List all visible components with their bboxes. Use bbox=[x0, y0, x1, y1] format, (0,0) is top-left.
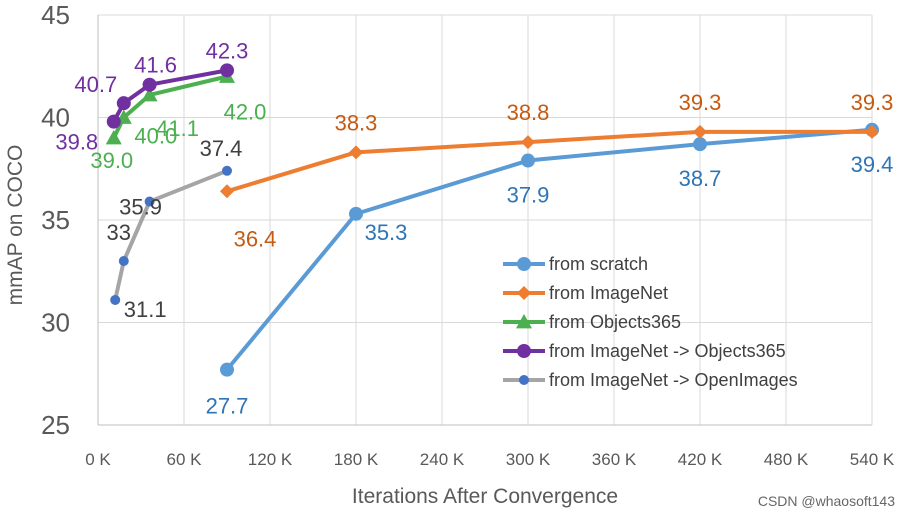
data-label: 39.8 bbox=[55, 130, 98, 155]
data-label: 38.8 bbox=[507, 100, 550, 125]
data-label: 40.7 bbox=[74, 72, 117, 97]
x-tick-label: 240 K bbox=[420, 450, 465, 469]
series-layer bbox=[105, 63, 879, 377]
data-point bbox=[349, 206, 363, 221]
watermark: CSDN @whaosoft143 bbox=[758, 493, 895, 509]
grid-layer bbox=[98, 14, 873, 426]
data-label: 42.0 bbox=[224, 100, 267, 125]
data-label: 35.9 bbox=[119, 195, 162, 220]
data-point bbox=[865, 124, 879, 139]
data-label: 36.4 bbox=[234, 226, 277, 251]
y-axis-title: mmAP on COCO bbox=[4, 145, 27, 306]
data-point bbox=[118, 256, 129, 266]
x-tick-label: 60 K bbox=[167, 450, 203, 469]
data-point bbox=[349, 145, 363, 160]
legend-marker bbox=[517, 257, 531, 271]
y-tick-label: 30 bbox=[41, 308, 70, 338]
legend-marker bbox=[519, 375, 529, 385]
series-line-0 bbox=[225, 127, 874, 372]
data-point bbox=[521, 153, 535, 168]
data-point bbox=[693, 124, 707, 139]
data-label: 37.4 bbox=[200, 136, 243, 161]
series-line-3 bbox=[111, 68, 229, 124]
x-tick-label: 120 K bbox=[248, 450, 293, 469]
data-label: 38.7 bbox=[679, 166, 722, 191]
legend-label: from scratch bbox=[549, 254, 648, 274]
data-label: 27.7 bbox=[206, 394, 249, 419]
legend-label: from Objects365 bbox=[549, 312, 681, 332]
data-point bbox=[220, 362, 234, 377]
y-tick-label: 45 bbox=[41, 0, 70, 30]
x-tick-label: 420 K bbox=[678, 450, 723, 469]
data-point bbox=[110, 294, 121, 305]
data-label: 37.9 bbox=[507, 183, 550, 208]
legend-label: from ImageNet bbox=[549, 283, 668, 303]
legend-marker bbox=[517, 286, 531, 300]
data-point bbox=[106, 114, 121, 129]
legend-marker bbox=[517, 344, 531, 358]
series-line-1 bbox=[225, 129, 874, 194]
x-axis-title: Iterations After Convergence bbox=[352, 485, 618, 508]
data-label: 39.3 bbox=[679, 90, 722, 115]
x-tick-label: 480 K bbox=[764, 450, 809, 469]
data-label: 38.3 bbox=[335, 110, 378, 135]
x-tick-label: 360 K bbox=[592, 450, 637, 469]
data-point bbox=[105, 130, 122, 145]
y-tick-label: 25 bbox=[41, 410, 70, 440]
y-tick-label: 40 bbox=[41, 103, 70, 133]
y-tick-label: 35 bbox=[41, 205, 70, 235]
x-tick-label: 540 K bbox=[850, 450, 895, 469]
data-point bbox=[222, 165, 232, 176]
series-line-4 bbox=[113, 168, 229, 302]
legend-label: from ImageNet -> OpenImages bbox=[549, 370, 798, 390]
legend: from scratch from ImageNet from Objects365… bbox=[503, 254, 798, 390]
legend-marker bbox=[516, 314, 532, 329]
x-tick-label: 180 K bbox=[334, 450, 379, 469]
data-label: 41.1 bbox=[156, 116, 199, 141]
data-label: 31.1 bbox=[124, 297, 167, 322]
data-label: 39.0 bbox=[90, 148, 133, 173]
axis-layer: 25 30 35 40 45 0 K 60 K 120 K 180 K 240 K 300 K 360… bbox=[41, 0, 895, 469]
data-point bbox=[116, 96, 131, 111]
series-line-2 bbox=[111, 74, 229, 140]
data-point bbox=[521, 135, 535, 150]
data-point bbox=[693, 137, 707, 152]
data-point bbox=[141, 86, 158, 102]
data-label: 39.4 bbox=[851, 152, 894, 177]
legend-label: from ImageNet -> Objects365 bbox=[549, 341, 786, 361]
x-tick-label: 300 K bbox=[506, 450, 551, 469]
data-label: 39.3 bbox=[851, 90, 894, 115]
x-tick-label: 0 K bbox=[85, 450, 111, 469]
data-point bbox=[220, 184, 234, 199]
data-label: 40.0 bbox=[134, 124, 177, 149]
data-label: 41.6 bbox=[134, 53, 177, 78]
data-point bbox=[142, 77, 157, 92]
data-point bbox=[144, 196, 155, 207]
data-label-layer: 27.7 35.3 37.9 38.7 39.4 36.4 38.3 38.8 39.3 39.3… bbox=[55, 38, 893, 418]
data-label: 35.3 bbox=[365, 220, 408, 245]
data-label: 33 bbox=[107, 220, 131, 245]
data-point bbox=[220, 63, 234, 78]
data-label: 42.3 bbox=[206, 38, 249, 63]
